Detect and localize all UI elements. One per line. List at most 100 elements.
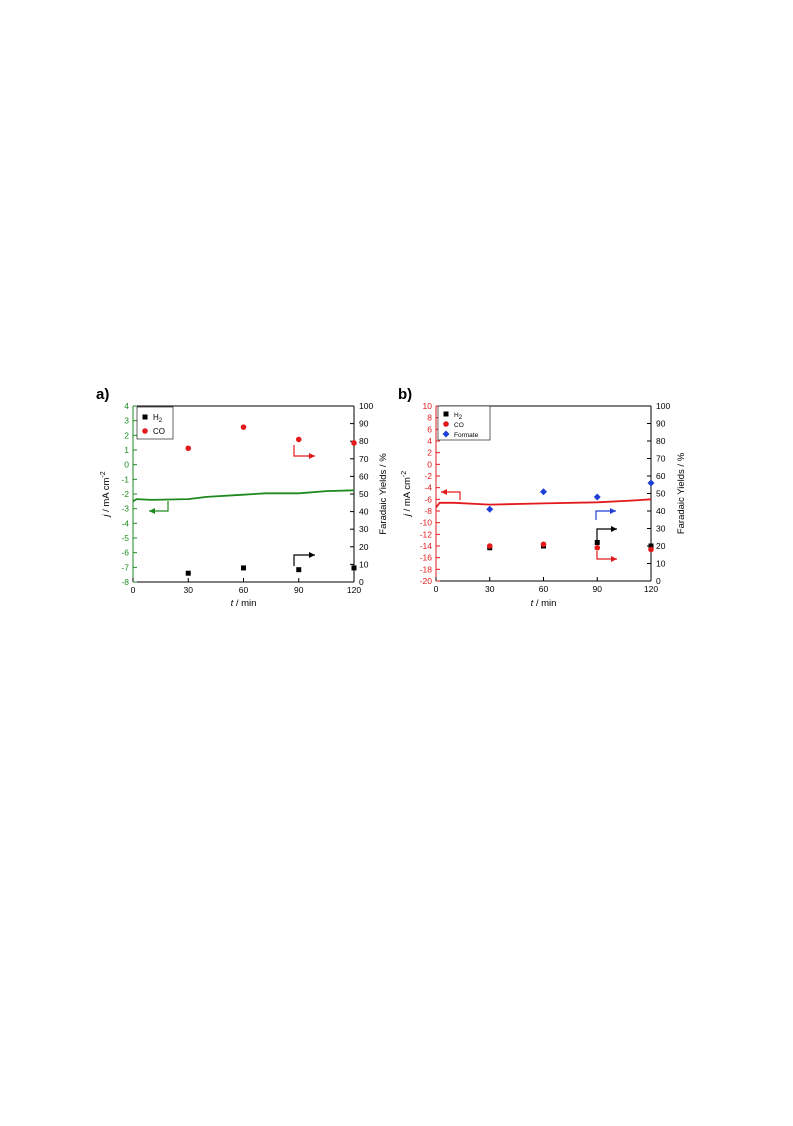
data-point-h2 — [185, 570, 191, 576]
y-left-tick-label: -16 — [420, 553, 433, 563]
legend-label: H2 — [454, 412, 463, 421]
right-axis-arrow-icon — [293, 445, 315, 457]
y-right-tick-label: 20 — [656, 541, 666, 551]
y-left-tick-label: -7 — [121, 562, 129, 572]
right-axis-arrow-icon-head — [611, 556, 617, 562]
left-axis-arrow-icon-head — [149, 508, 155, 514]
data-point-formate — [593, 493, 601, 501]
current-density-curve — [132, 489, 355, 503]
y-left-tick-label: -14 — [420, 541, 433, 551]
left-axis-arrow-icon — [441, 491, 461, 500]
panel-label: a) — [96, 386, 109, 403]
data-point-co — [185, 445, 192, 452]
y-left-tick-label: 10 — [423, 401, 433, 411]
y-right-tick-label: 90 — [359, 419, 369, 429]
y-left-tick-label: 3 — [124, 416, 129, 426]
y-right-tick-label: 30 — [656, 524, 666, 534]
y-left-tick-label: -2 — [121, 489, 129, 499]
y-right-tick-label: 80 — [359, 436, 369, 446]
data-point-h2 — [351, 565, 357, 571]
y-left-tick-label: -3 — [121, 504, 129, 514]
right-axis-arrow-icon-head — [610, 508, 616, 514]
y-right-tick-label: 100 — [656, 401, 670, 411]
data-point-h2 — [241, 565, 246, 571]
data-point-formate — [486, 505, 494, 513]
legend: H2 CO — [136, 406, 174, 440]
y-left-tick-label: 2 — [124, 430, 129, 440]
right-axis-arrow-icon-head — [309, 453, 315, 459]
legend-marker — [142, 414, 148, 420]
chart-panel-a: a)0 30 60 90 120-8-7-6-5-4-3-2-1012340102030… — [96, 386, 389, 609]
x-axis-label: t / min — [231, 598, 257, 609]
right-axis-arrow-icon-head — [309, 552, 315, 558]
x-tick-label: 90 — [593, 584, 603, 594]
left-axis-arrow-icon — [149, 501, 169, 512]
y-left-tick-label: 1 — [124, 445, 129, 455]
y-right-tick-label: 40 — [359, 507, 369, 517]
y-right-tick-label: 10 — [656, 559, 666, 569]
y-left-tick-label: -10 — [420, 518, 433, 528]
y-left-tick-label: 6 — [427, 424, 432, 434]
y-right-tick-label: 70 — [656, 454, 666, 464]
right-axis-arrow-icon — [595, 510, 616, 520]
x-tick-label: 30 — [485, 584, 495, 594]
right-axis-arrow-icon — [293, 554, 315, 566]
y-left-tick-label: -4 — [121, 518, 129, 528]
y-left-tick-label: -6 — [121, 548, 129, 558]
y-right-tick-label: 50 — [359, 489, 369, 499]
y-left-tick-label: -12 — [420, 529, 433, 539]
legend-marker — [443, 411, 449, 417]
x-tick-label: 60 — [539, 584, 549, 594]
x-tick-label: 90 — [294, 585, 304, 595]
data-point-co — [486, 543, 493, 549]
legend-label: CO — [454, 422, 464, 429]
data-point-h2 — [648, 543, 654, 549]
y-left-tick-label: 8 — [427, 413, 432, 423]
y-right-tick-label: 100 — [359, 401, 373, 411]
y-right-tick-label: 40 — [656, 506, 666, 516]
legend-label: Formate — [454, 432, 479, 439]
y-left-tick-label: -6 — [424, 494, 432, 504]
right-axis-arrow-icon-head — [611, 526, 617, 532]
chart-panel-b: b)0 30 60 90 120-20-18-16-14-12-10-8-6-4-202… — [398, 386, 687, 609]
legend-label: CO — [153, 427, 165, 436]
x-axis-label: t / min — [531, 598, 557, 609]
y-right-tick-label: 60 — [359, 471, 369, 481]
legend-marker — [142, 428, 148, 434]
data-point-formate — [647, 479, 655, 487]
y-left-tick-label: -5 — [121, 533, 129, 543]
legend-label: H2 — [153, 413, 163, 424]
x-tick-label: 30 — [184, 585, 194, 595]
y-left-axis-label: j / mA cm-2 — [100, 471, 112, 518]
y-right-tick-label: 70 — [359, 454, 369, 464]
x-tick-label: 120 — [347, 585, 361, 595]
data-point-formate — [540, 488, 547, 496]
y-left-tick-label: -20 — [420, 576, 433, 586]
y-left-tick-label: 2 — [427, 448, 432, 458]
current-density-curve — [435, 498, 652, 509]
x-tick-label: 60 — [239, 585, 249, 595]
y-right-tick-label: 0 — [359, 577, 364, 587]
left-axis-arrow-icon-head — [441, 489, 447, 495]
y-right-tick-label: 50 — [656, 489, 666, 499]
data-point-co — [594, 544, 601, 551]
data-point-co — [351, 440, 357, 446]
y-right-tick-label: 10 — [359, 559, 369, 569]
x-tick-label: 0 — [131, 585, 136, 595]
y-right-tick-label: 20 — [359, 542, 369, 552]
data-point-co — [295, 436, 302, 443]
legend-box — [136, 406, 174, 440]
y-left-tick-label: -18 — [420, 564, 433, 574]
data-point-h2 — [594, 540, 600, 545]
y-right-tick-label: 30 — [359, 524, 369, 534]
data-point-co — [240, 424, 247, 430]
y-right-tick-label: 60 — [656, 471, 666, 481]
y-left-tick-label: -8 — [121, 577, 129, 587]
legend-marker — [443, 421, 449, 427]
y-left-tick-label: 0 — [124, 460, 129, 470]
data-point-co — [540, 541, 547, 548]
y-left-tick-label: -2 — [424, 471, 432, 481]
